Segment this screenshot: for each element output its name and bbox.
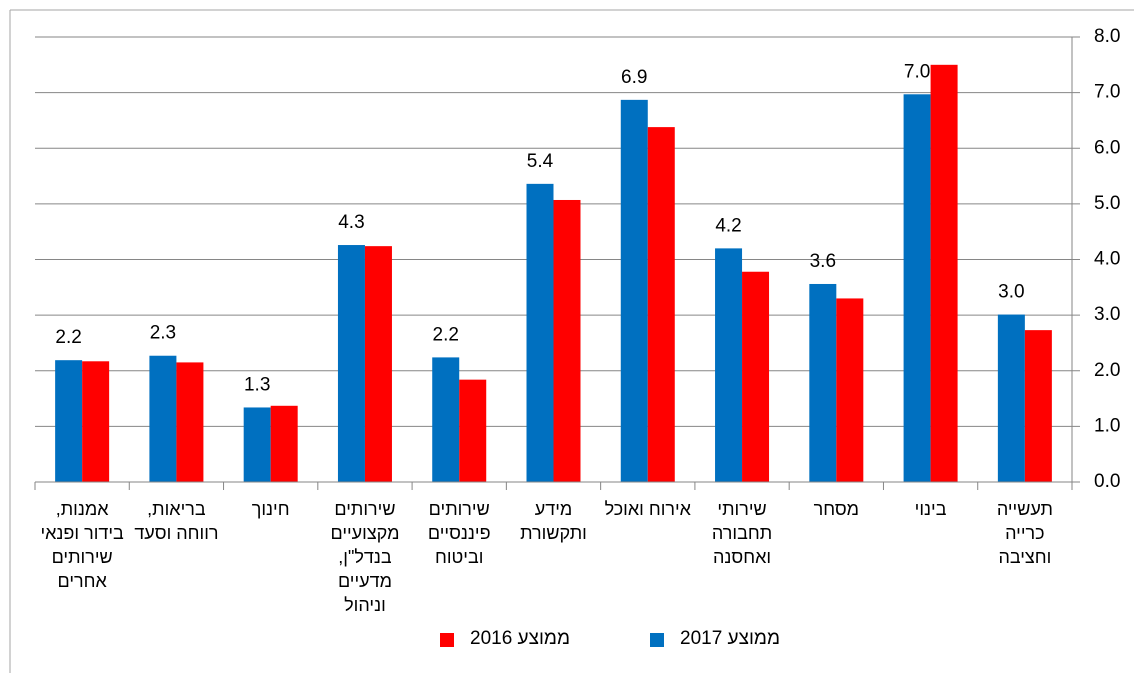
y-tick-label: 0.0 <box>1094 471 1120 492</box>
bar <box>553 199 581 482</box>
x-tick-label: אמנות, בידור ופנאי שירותים אחרים <box>40 499 124 591</box>
x-tick-label: תעשייה כרייה וחציבה <box>996 499 1053 567</box>
x-tick-label: שירותי תחבורה ואחסנה <box>711 499 773 567</box>
x-tick-label: בינוי <box>914 499 947 519</box>
bar <box>459 379 487 482</box>
bar <box>647 127 675 483</box>
bar <box>337 245 365 482</box>
data-label: 1.3 <box>244 374 270 395</box>
y-tick-label: 8.0 <box>1094 26 1120 47</box>
y-tick-label: 2.0 <box>1094 360 1120 381</box>
legend-swatch <box>440 633 454 647</box>
data-label: 7.0 <box>904 61 930 82</box>
bar <box>715 248 743 482</box>
x-tick-label: שירותים פיננסיים וביטוח <box>427 499 491 567</box>
bar <box>243 407 271 482</box>
data-label: 6.9 <box>621 67 647 88</box>
x-tick-label: שירותים מקצועיים בנדל"ן, מדעיים וניהול <box>330 499 400 615</box>
legend-swatch <box>650 633 664 647</box>
y-tick-label: 7.0 <box>1094 82 1120 103</box>
bar <box>149 355 177 482</box>
bar <box>809 283 837 482</box>
bar <box>742 271 770 482</box>
data-label: 3.0 <box>998 282 1024 303</box>
bar <box>270 405 298 482</box>
bar <box>55 360 83 482</box>
legend-label: ממוצע 2016 <box>470 628 571 649</box>
y-tick-label: 4.0 <box>1094 249 1120 270</box>
x-tick-label: אירוח ואוכל <box>604 499 691 519</box>
legend-label: ממוצע 2017 <box>680 628 781 649</box>
bar <box>176 362 204 482</box>
x-tick-label: חינוך <box>251 499 290 519</box>
data-label: 2.2 <box>55 327 81 348</box>
bar <box>836 298 864 482</box>
bar <box>1024 330 1052 482</box>
data-label: 2.3 <box>150 323 176 344</box>
bar <box>903 94 931 482</box>
bar <box>997 314 1025 482</box>
bar <box>526 183 554 482</box>
data-label: 4.2 <box>715 215 741 236</box>
data-label: 4.3 <box>338 212 364 233</box>
x-tick-label: מידע ותקשורת <box>520 499 587 543</box>
bar <box>432 357 460 482</box>
bar <box>82 361 110 482</box>
y-tick-label: 3.0 <box>1094 304 1120 325</box>
x-tick-label: בריאות, רווחה וסעד <box>134 499 219 543</box>
data-label: 2.2 <box>433 324 459 345</box>
y-tick-label: 6.0 <box>1094 137 1120 158</box>
bar <box>930 64 958 482</box>
bar <box>620 99 648 482</box>
data-label: 5.4 <box>527 151 554 172</box>
data-label: 3.6 <box>810 251 836 272</box>
y-tick-label: 5.0 <box>1094 193 1120 214</box>
y-tick-label: 1.0 <box>1094 415 1120 436</box>
x-tick-label: מסחר <box>813 499 860 519</box>
bar <box>364 246 392 482</box>
